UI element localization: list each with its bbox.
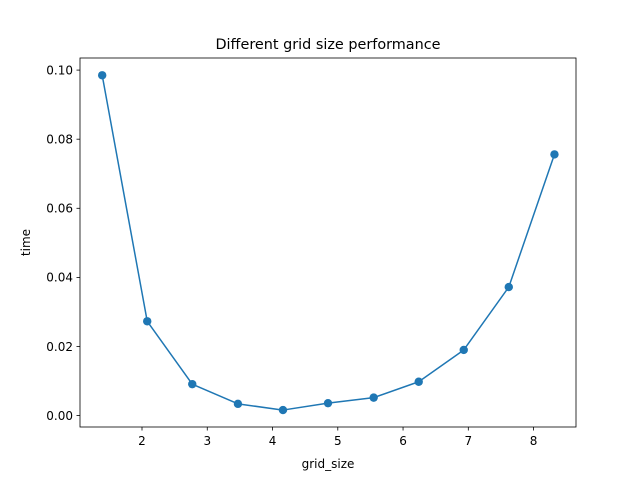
x-tick-label: 7 [464,434,472,448]
y-tick-label: 0.00 [46,409,73,423]
y-tick-label: 0.06 [46,202,73,216]
x-tick-label: 6 [399,434,407,448]
y-tick-label: 0.04 [46,271,73,285]
y-tick-label: 0.08 [46,132,73,146]
plot-frame [79,57,577,428]
data-point [504,282,513,292]
chart-title: Different grid size performance [215,37,440,53]
data-point [323,398,333,408]
data-point [97,71,107,80]
data-point [369,393,378,402]
axes-layer: 2 3 4 5 6 7 8 0.00 0.02 0.04 0.06 0.08 0.10 [46,63,537,448]
plot-layer [97,71,559,415]
data-point [188,379,197,389]
x-axis-label: grid_size [302,457,355,471]
x-tick-label: 3 [203,434,211,448]
y-axis-label: time [19,229,33,256]
data-point [233,399,243,409]
data-point [459,345,468,355]
x-tick-label: 4 [269,434,277,448]
data-point [550,150,559,159]
x-tick-label: 2 [138,434,146,448]
y-tick-label: 0.10 [46,63,73,77]
data-point [414,377,423,386]
data-point [143,317,152,326]
y-tick-label: 0.02 [46,340,73,354]
x-tick-label: 5 [334,434,342,448]
x-tick-label: 8 [530,434,538,448]
data-point [278,405,288,415]
